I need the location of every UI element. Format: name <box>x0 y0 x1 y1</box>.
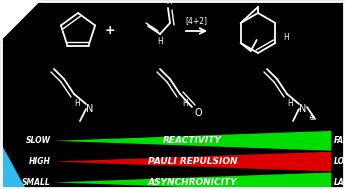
Text: N: N <box>86 104 94 114</box>
Text: SMALL: SMALL <box>22 178 50 187</box>
Text: H: H <box>283 33 289 43</box>
Polygon shape <box>53 152 331 172</box>
Text: H: H <box>287 98 293 108</box>
Text: PAULI REPULSION: PAULI REPULSION <box>148 157 237 166</box>
Text: HIGH: HIGH <box>29 157 50 166</box>
Text: X: X <box>167 0 173 6</box>
Text: REACTIVITY: REACTIVITY <box>163 136 222 145</box>
Text: N: N <box>299 104 307 114</box>
Polygon shape <box>53 172 331 189</box>
Text: ⊕: ⊕ <box>308 112 314 122</box>
Polygon shape <box>53 131 331 151</box>
Text: H: H <box>74 98 80 108</box>
Text: H: H <box>157 37 163 46</box>
Polygon shape <box>0 0 41 42</box>
Text: H: H <box>182 98 188 108</box>
Text: ASYNCHRONICITY: ASYNCHRONICITY <box>148 178 237 187</box>
Text: FAST: FAST <box>334 136 345 145</box>
Polygon shape <box>0 142 26 189</box>
Text: O: O <box>194 108 202 118</box>
Text: LARGE: LARGE <box>334 178 345 187</box>
Text: LOW: LOW <box>334 157 345 166</box>
Text: SLOW: SLOW <box>26 136 50 145</box>
Text: [4+2]: [4+2] <box>185 16 207 26</box>
Text: +: + <box>105 25 115 37</box>
